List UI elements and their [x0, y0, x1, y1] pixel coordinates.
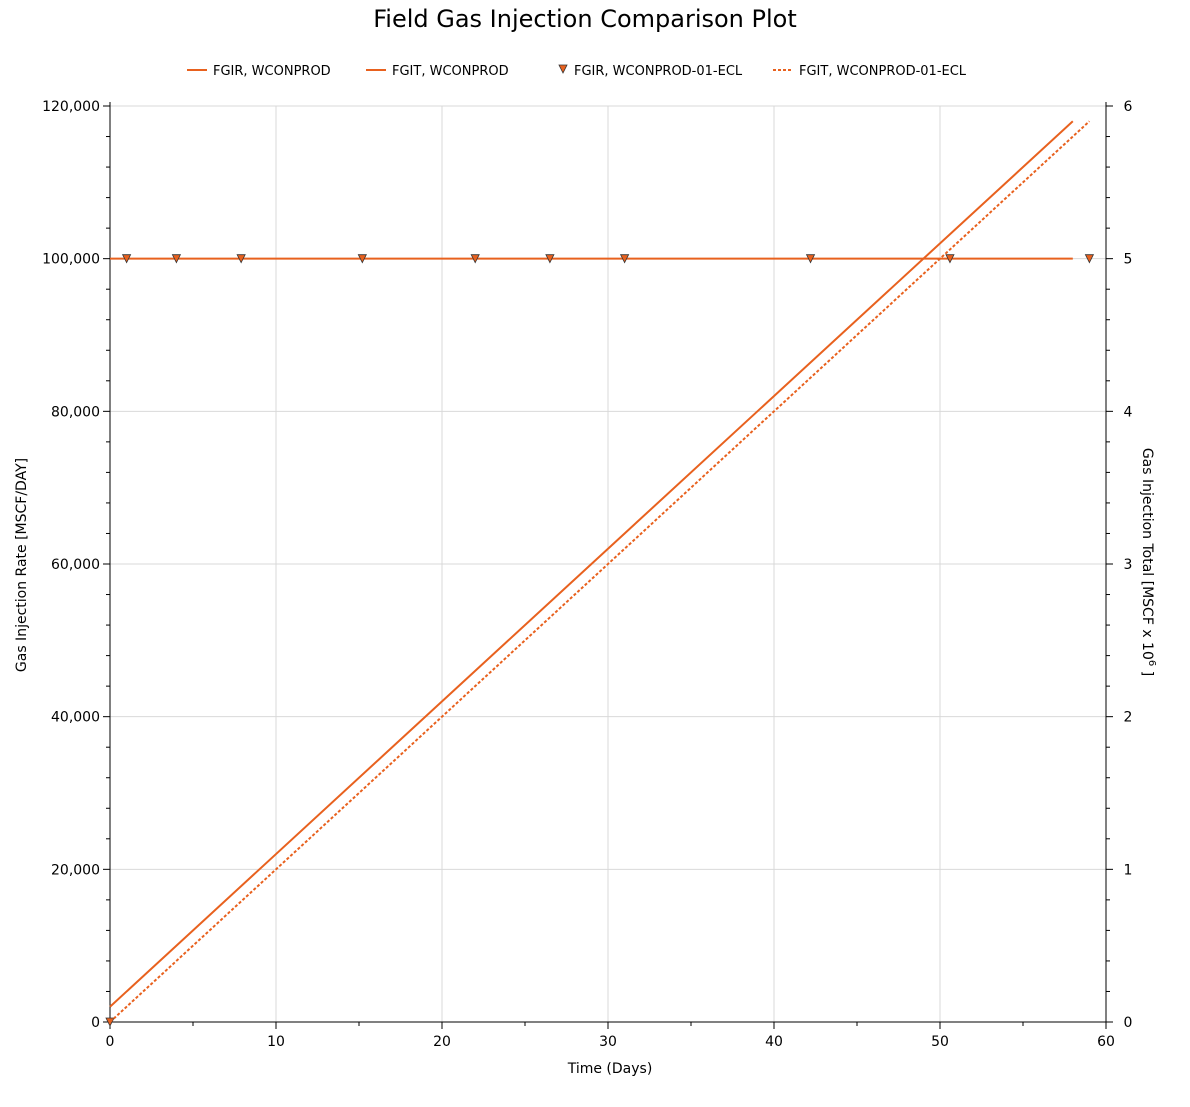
x-axis-label: Time (Days): [567, 1061, 653, 1077]
y-left-tick-label: 60,000: [51, 557, 100, 573]
y-left-tick-label: 0: [91, 1015, 100, 1031]
data-point: [171, 254, 182, 264]
x-tick-label: 30: [599, 1034, 617, 1050]
x-tick-label: 10: [267, 1034, 285, 1050]
legend-item: FGIT, WCONPROD-01-ECL: [773, 64, 967, 79]
legend-label: FGIR, WCONPROD: [213, 64, 331, 79]
data-point: [805, 254, 816, 264]
y-axis-right-label-end: ]: [1139, 666, 1155, 676]
data-point: [470, 254, 480, 264]
y-axis-right-label: Gas Injection Total [MSCF x 106 ]: [1139, 448, 1157, 676]
y-right-tick-label: 4: [1124, 404, 1133, 420]
series-layer: [105, 120, 1095, 1027]
series-4: [109, 120, 1091, 1023]
data-point: [1084, 254, 1095, 264]
y-right-tick-label: 0: [1124, 1015, 1133, 1031]
y-left-tick-label: 40,000: [51, 710, 100, 726]
chart-title: Field Gas Injection Comparison Plot: [373, 5, 797, 33]
series-line: [109, 120, 1091, 1023]
legend-swatch: [558, 64, 568, 74]
series-line: [109, 120, 1074, 1008]
legend-item: FGIR, WCONPROD-01-ECL: [558, 64, 743, 79]
legend-item: FGIT, WCONPROD: [366, 64, 509, 79]
y-axis-right-label-main: Gas Injection Total [MSCF x 10: [1139, 448, 1155, 660]
y-left-tick-label: 20,000: [51, 862, 100, 878]
legend-label: FGIT, WCONPROD: [392, 64, 509, 79]
y-axis-left-label: Gas Injection Rate [MSCF/DAY]: [14, 458, 30, 672]
x-tick-label: 60: [1097, 1034, 1115, 1050]
series-3: [105, 254, 1095, 1027]
x-tick-label: 40: [765, 1034, 783, 1050]
y-right-tick-label: 1: [1124, 862, 1133, 878]
y-left-tick-label: 80,000: [51, 404, 100, 420]
data-point: [121, 254, 132, 264]
data-point: [619, 254, 630, 264]
legend: FGIR, WCONPROD FGIT, WCONPROD FGIR, WCONPR…: [187, 64, 967, 79]
y-right-tick-label: 5: [1124, 252, 1133, 268]
x-tick-label: 20: [433, 1034, 451, 1050]
x-tick-label: 50: [931, 1034, 949, 1050]
legend-label: FGIT, WCONPROD-01-ECL: [799, 64, 967, 79]
series-2: [109, 120, 1074, 1008]
data-point: [357, 254, 367, 264]
data-point: [545, 254, 555, 264]
data-point: [236, 254, 246, 264]
legend-label: FGIR, WCONPROD-01-ECL: [574, 64, 743, 79]
legend-item: FGIR, WCONPROD: [187, 64, 331, 79]
y-right-tick-label: 2: [1124, 710, 1133, 726]
x-tick-label: 0: [106, 1034, 115, 1050]
y-right-tick-label: 6: [1124, 99, 1133, 115]
y-left-tick-label: 120,000: [42, 99, 100, 115]
data-point: [945, 254, 955, 264]
axes: 0 10 20 30 40 50 60020,00040,00060,00080,00010…: [42, 99, 1132, 1050]
y-axis-right-label-exponent: 6: [1146, 660, 1157, 666]
y-right-tick-label: 3: [1124, 557, 1133, 573]
y-left-tick-label: 100,000: [42, 252, 100, 268]
